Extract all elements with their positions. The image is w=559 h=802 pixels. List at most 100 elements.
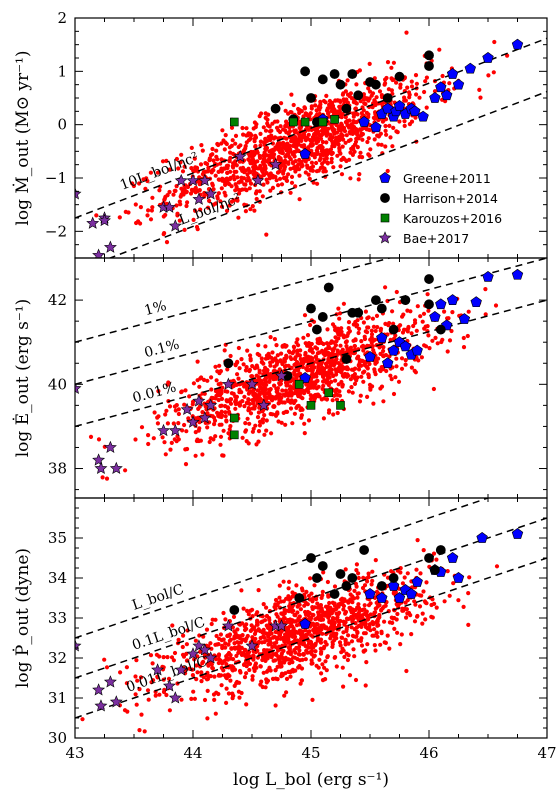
sample-point xyxy=(323,659,328,664)
sample-point xyxy=(329,151,334,157)
sample-point xyxy=(330,322,336,327)
sample-point xyxy=(327,613,332,618)
sample-point xyxy=(212,674,217,679)
sample-point xyxy=(360,137,365,142)
sample-point xyxy=(299,586,305,591)
sample-point xyxy=(174,439,179,444)
sample-point xyxy=(243,421,248,426)
sample-point xyxy=(274,612,279,617)
sample-point xyxy=(420,611,425,616)
sample-point xyxy=(178,160,183,165)
sample-point xyxy=(302,421,307,426)
sample-point xyxy=(278,176,283,181)
sample-point xyxy=(305,165,310,170)
data-point xyxy=(306,303,316,314)
sample-point xyxy=(301,652,306,657)
x-tick-label: 44 xyxy=(183,744,202,762)
data-point xyxy=(441,89,453,101)
sample-point xyxy=(191,689,196,694)
sample-point xyxy=(202,401,207,406)
sample-point xyxy=(137,687,142,692)
sample-point xyxy=(262,164,268,169)
sample-point xyxy=(260,619,265,624)
sample-point xyxy=(228,401,234,406)
sample-point xyxy=(211,158,216,163)
data-point xyxy=(288,117,298,127)
data-point xyxy=(94,461,108,475)
sample-point xyxy=(246,650,252,655)
sample-point xyxy=(290,421,295,426)
sample-point xyxy=(300,634,305,639)
y-tick-label: 40 xyxy=(48,375,67,393)
sample-point xyxy=(380,606,385,611)
sample-point xyxy=(383,81,388,86)
sample-point xyxy=(362,583,368,588)
sample-point xyxy=(232,641,237,646)
sample-point xyxy=(187,394,192,399)
sample-point xyxy=(213,617,218,622)
sample-point xyxy=(224,656,229,661)
sample-point xyxy=(447,338,453,343)
sample-point xyxy=(179,390,184,395)
sample-point xyxy=(340,646,345,651)
sample-point xyxy=(104,476,110,481)
sample-point xyxy=(176,637,181,642)
sample-point xyxy=(300,163,305,168)
sample-point xyxy=(199,670,204,675)
sample-point xyxy=(359,643,365,648)
sample-point xyxy=(383,128,388,133)
sample-point xyxy=(323,677,328,682)
sample-point xyxy=(447,81,452,86)
data-point xyxy=(275,369,288,382)
sample-point xyxy=(208,153,214,158)
sample-point xyxy=(381,348,386,354)
sample-point xyxy=(135,678,140,683)
sample-point xyxy=(307,367,312,373)
sample-point xyxy=(375,325,380,330)
sample-point xyxy=(216,672,222,678)
sample-point xyxy=(227,203,232,208)
sample-point xyxy=(406,90,412,95)
sample-point xyxy=(232,683,237,689)
data-point xyxy=(424,274,434,284)
sample-point xyxy=(296,618,301,623)
sample-point xyxy=(220,453,225,458)
sample-point xyxy=(209,662,214,667)
sample-point xyxy=(423,600,428,605)
sample-point xyxy=(408,309,413,314)
sample-point xyxy=(199,143,204,148)
sample-point xyxy=(279,101,284,106)
sample-point xyxy=(344,374,350,379)
sample-point xyxy=(299,159,304,165)
sample-point xyxy=(165,193,170,198)
sample-point xyxy=(356,571,361,576)
sample-point xyxy=(251,168,256,173)
sample-point xyxy=(331,373,336,379)
sample-point xyxy=(374,631,379,636)
sample-point xyxy=(447,593,452,598)
sample-point xyxy=(168,447,173,452)
sample-point xyxy=(275,603,280,608)
sample-point xyxy=(138,205,143,210)
sample-point xyxy=(233,398,238,403)
sample-point xyxy=(303,159,308,164)
data-point xyxy=(393,100,406,111)
sample-point xyxy=(213,642,218,647)
sample-point xyxy=(263,685,268,690)
sample-point xyxy=(262,150,267,155)
sample-point xyxy=(221,138,226,143)
sample-point xyxy=(216,191,221,196)
data-point xyxy=(358,116,370,127)
sample-point xyxy=(461,345,467,350)
sample-point xyxy=(225,367,230,372)
sample-point xyxy=(176,166,181,171)
sample-point xyxy=(260,654,265,659)
sample-point xyxy=(364,110,369,115)
sample-point xyxy=(393,590,398,595)
data-point xyxy=(230,413,239,423)
sample-point xyxy=(174,403,179,408)
sample-point xyxy=(359,374,364,379)
sample-point xyxy=(277,595,282,600)
sample-point xyxy=(169,655,175,660)
sample-point xyxy=(286,161,291,166)
